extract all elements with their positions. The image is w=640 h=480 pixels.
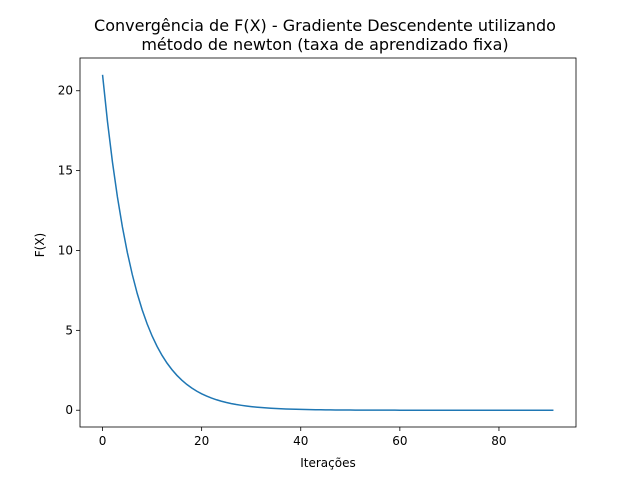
x-tick-label: 40 <box>293 434 308 448</box>
chart-title-line-1: Convergência de F(X) - Gradiente Descend… <box>94 16 556 35</box>
x-tick-label: 80 <box>491 434 506 448</box>
x-axis-ticks: 0 20 40 60 80 <box>99 427 507 448</box>
plot-area <box>80 58 576 427</box>
y-tick-label: 15 <box>58 164 73 178</box>
series-line <box>101 74 554 411</box>
x-tick-label: 0 <box>99 434 107 448</box>
x-tick-label: 60 <box>392 434 407 448</box>
plot-frame <box>79 57 577 428</box>
y-tick-label: 0 <box>65 403 73 417</box>
y-tick-label: 5 <box>65 323 73 337</box>
x-axis-label: Iterações <box>300 456 356 470</box>
y-axis-label: F(X) <box>33 233 47 258</box>
x-tick-label: 20 <box>194 434 209 448</box>
chart-title-line-2: método de newton (taxa de aprendizado fi… <box>141 35 508 54</box>
y-tick-label: 10 <box>58 243 73 257</box>
y-axis-ticks: 0 5 10 15 20 <box>58 84 80 417</box>
y-tick-label: 20 <box>58 84 73 98</box>
